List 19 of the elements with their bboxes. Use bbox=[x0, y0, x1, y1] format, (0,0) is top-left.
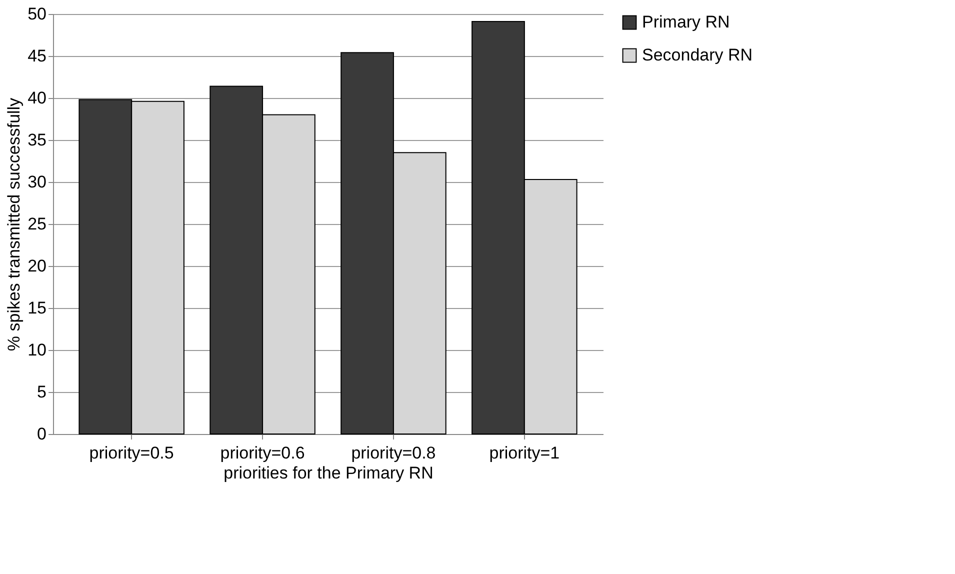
x-tick-label: priority=0.6 bbox=[220, 444, 305, 462]
y-tick-label: 35 bbox=[28, 130, 46, 150]
y-tick-label: 50 bbox=[28, 4, 46, 24]
x-tick-label: priority=0.8 bbox=[351, 444, 436, 462]
x-axis-title: priorities for the Primary RN bbox=[224, 464, 434, 482]
y-tick-label: 15 bbox=[28, 298, 46, 318]
y-axis-title: % spikes transmitted successfully bbox=[4, 97, 24, 352]
y-tick-label: 40 bbox=[28, 88, 46, 108]
y-tick-label: 10 bbox=[28, 340, 46, 360]
x-tick-label: priority=1 bbox=[489, 444, 560, 462]
y-tick-label: 5 bbox=[37, 382, 46, 402]
legend-label: Primary RN bbox=[642, 12, 730, 32]
y-tick-label: 30 bbox=[28, 172, 46, 192]
x-tick-label: priority=0.5 bbox=[89, 444, 174, 462]
y-tick-label: 20 bbox=[28, 256, 46, 276]
y-tick-label: 45 bbox=[28, 46, 46, 66]
y-tick-label: 25 bbox=[28, 214, 46, 234]
legend-label: Secondary RN bbox=[642, 46, 753, 64]
y-tick-label: 0 bbox=[37, 424, 46, 444]
